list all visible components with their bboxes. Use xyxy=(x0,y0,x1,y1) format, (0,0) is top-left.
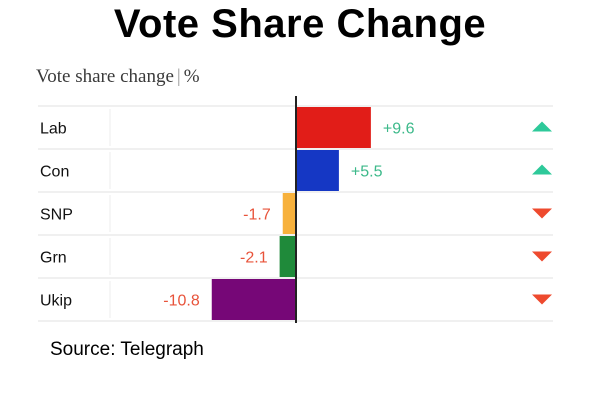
chart-title-unit: % xyxy=(183,66,200,87)
data-label: -2.1 xyxy=(240,250,268,267)
bar xyxy=(282,193,296,234)
category-label: Con xyxy=(40,164,69,181)
data-label: +5.5 xyxy=(351,164,383,181)
chart-title-main: Vote share change xyxy=(36,66,174,87)
category-label: SNP xyxy=(40,207,73,224)
down-arrow-icon xyxy=(532,251,552,262)
up-arrow-icon xyxy=(532,121,552,132)
bar xyxy=(296,150,339,191)
category-label: Lab xyxy=(40,121,67,138)
up-arrow-icon xyxy=(532,164,552,175)
bar xyxy=(279,236,296,277)
bar xyxy=(211,279,296,320)
down-arrow-icon xyxy=(532,208,552,219)
data-label: -10.8 xyxy=(163,293,200,310)
category-label: Grn xyxy=(40,250,67,267)
category-label: Ukip xyxy=(40,293,72,310)
bar xyxy=(296,107,371,148)
data-label: +9.6 xyxy=(383,121,415,138)
down-arrow-icon xyxy=(532,294,552,305)
data-label: -1.7 xyxy=(243,207,271,224)
page-title: Vote Share Change xyxy=(113,2,487,46)
source-note: Source: Telegraph xyxy=(50,339,204,360)
chart-title: Vote share change |% xyxy=(36,66,200,88)
chart-title-separator: | xyxy=(176,66,181,87)
